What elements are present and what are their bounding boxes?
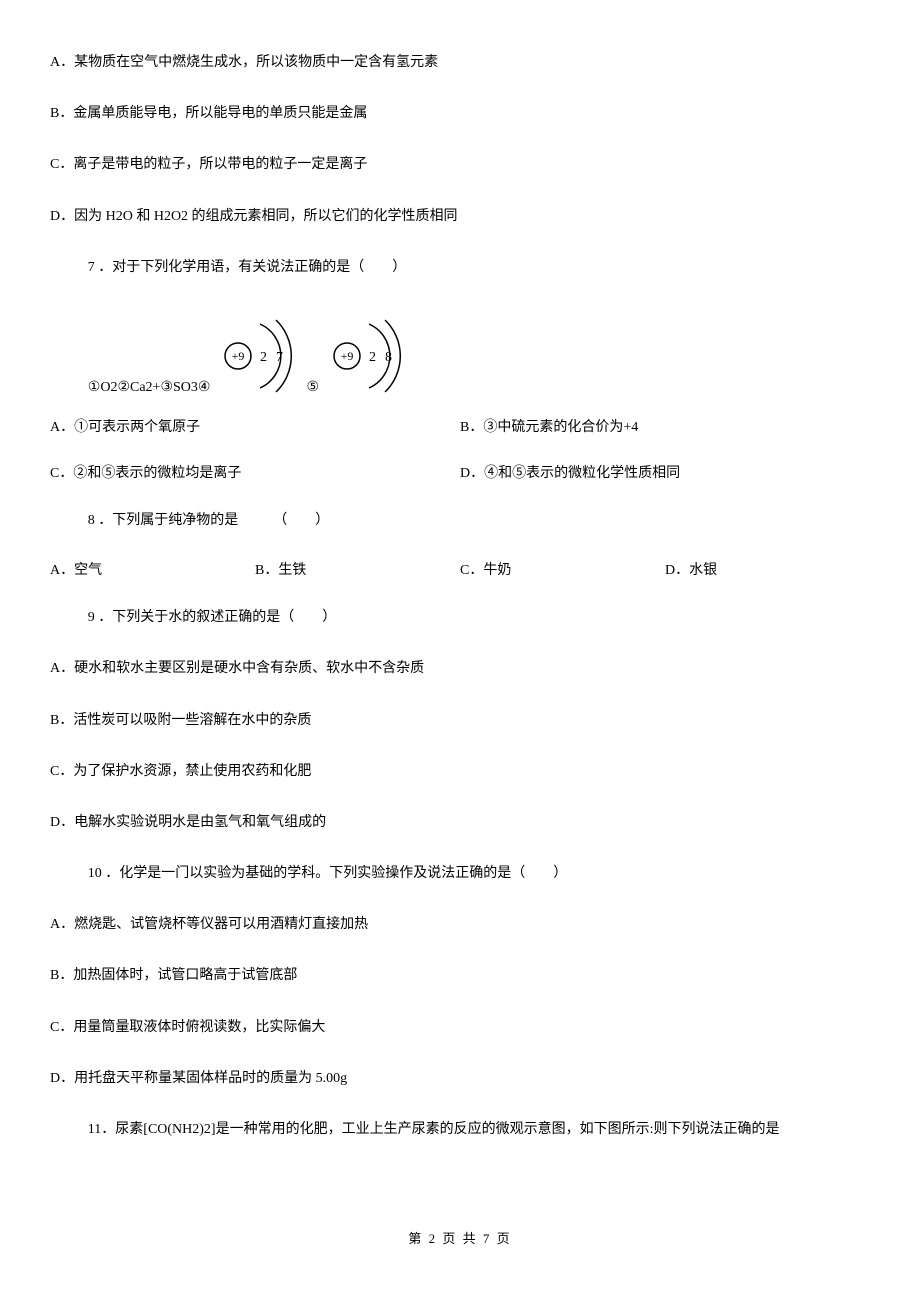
q7-options-row1: A．①可表示两个氧原子 B．③中硫元素的化合价为+4 [50,416,870,436]
q10-option-b: B．加热固体时，试管口略高于试管底部 [50,963,870,988]
q6-option-a: A．某物质在空气中燃烧生成水，所以该物质中一定含有氢元素 [50,50,870,75]
q6-option-c: C．离子是带电的粒子，所以带电的粒子一定是离子 [50,152,870,177]
q9-option-b: B．活性炭可以吸附一些溶解在水中的杂质 [50,708,870,733]
q8-option-b: B．生铁 [255,559,460,579]
q10-option-a: A．燃烧匙、试管烧杯等仪器可以用酒精灯直接加热 [50,912,870,937]
q6-option-d: D．因为 H2O 和 H2O2 的组成元素相同，所以它们的化学性质相同 [50,204,870,229]
q7-option-a: A．①可表示两个氧原子 [50,416,460,436]
atom2-shell2: 8 [385,350,392,365]
atom1-shell2: 7 [276,350,283,365]
q7-option-b: B．③中硫元素的化合价为+4 [460,416,870,436]
q7-choices-line: ①O2②Ca2+③SO3④ +9 2 7 ⑤ +9 2 8 [50,306,870,396]
atom2-shell1: 2 [369,350,376,365]
q8-options: A．空气 B．生铁 C．牛奶 D．水银 [50,559,870,579]
q9-stem: 9 ．下列关于水的叙述正确的是（ ） [50,605,870,630]
q9-option-d: D．电解水实验说明水是由氢气和氧气组成的 [50,810,870,835]
atom-structure-4: +9 2 7 [210,306,300,396]
q10-option-c: C．用量筒量取液体时俯视读数，比实际偏大 [50,1015,870,1040]
q8-stem: 8 ．下列属于纯净物的是 （ ） [50,508,870,533]
q6-option-b: B．金属单质能导电，所以能导电的单质只能是金属 [50,101,870,126]
q7-option-c: C．②和⑤表示的微粒均是离子 [50,462,460,482]
page-footer: 第 2 页 共 7 页 [0,1228,920,1247]
atom2-nucleus: +9 [341,349,354,363]
q10-option-d: D．用托盘天平称量某固体样品时的质量为 5.00g [50,1066,870,1091]
q8-option-a: A．空气 [50,559,255,579]
atom1-shell1: 2 [260,350,267,365]
q7-middle: ⑤ [300,379,319,396]
atom-structure-5: +9 2 8 [319,306,409,396]
q9-option-c: C．为了保护水资源，禁止使用农药和化肥 [50,759,870,784]
q11-stem: 11．尿素[CO(NH2)2]是一种常用的化肥，工业上生产尿素的反应的微观示意图… [50,1117,870,1142]
atom1-nucleus: +9 [232,349,245,363]
page: A．某物质在空气中燃烧生成水，所以该物质中一定含有氢元素 B．金属单质能导电，所… [0,0,920,1302]
q7-prefix: ①O2②Ca2+③SO3④ [50,379,210,396]
q8-option-d: D．水银 [665,559,870,579]
q9-option-a: A．硬水和软水主要区别是硬水中含有杂质、软水中不含杂质 [50,656,870,681]
q10-stem: 10 ．化学是一门以实验为基础的学科。下列实验操作及说法正确的是（ ） [50,861,870,886]
q7-options-row2: C．②和⑤表示的微粒均是离子 D．④和⑤表示的微粒化学性质相同 [50,462,870,482]
q7-option-d: D．④和⑤表示的微粒化学性质相同 [460,462,870,482]
q8-option-c: C．牛奶 [460,559,665,579]
q7-stem: 7 ．对于下列化学用语，有关说法正确的是（ ） [50,255,870,280]
